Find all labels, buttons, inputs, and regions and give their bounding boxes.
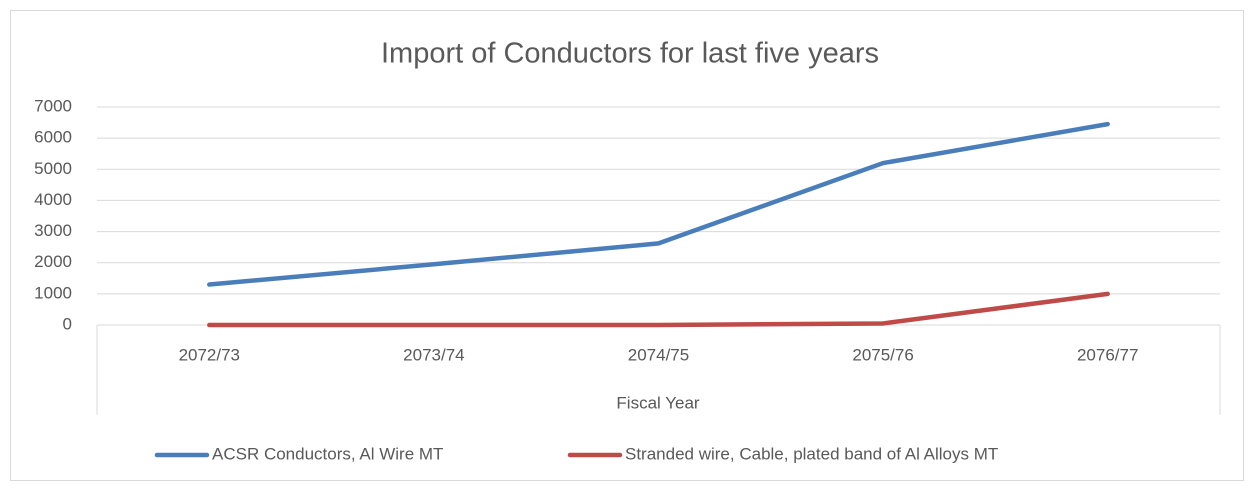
x-tick-label: 2072/73 xyxy=(179,345,240,364)
legend-label: Stranded wire, Cable, plated band of Al … xyxy=(625,444,998,463)
y-tick-label: 2000 xyxy=(34,252,72,271)
y-tick-label: 6000 xyxy=(34,128,72,147)
legend-label: ACSR Conductors, Al Wire MT xyxy=(212,444,443,463)
series-line xyxy=(207,291,1110,328)
chart-title: Import of Conductors for last five years xyxy=(381,38,879,70)
x-axis-title: Fiscal Year xyxy=(616,393,699,412)
x-tick-label: 2073/74 xyxy=(403,345,464,364)
x-tick-label: 2075/76 xyxy=(852,345,913,364)
y-tick-label: 5000 xyxy=(34,159,72,178)
x-tick-label: 2074/75 xyxy=(628,345,689,364)
y-tick-label: 3000 xyxy=(34,221,72,240)
series-line xyxy=(207,121,1110,287)
x-tick-label: 2076/77 xyxy=(1077,345,1138,364)
y-tick-label: 7000 xyxy=(34,96,72,115)
y-tick-label: 0 xyxy=(63,314,72,333)
y-tick-label: 4000 xyxy=(34,190,72,209)
y-tick-label: 1000 xyxy=(34,283,72,302)
